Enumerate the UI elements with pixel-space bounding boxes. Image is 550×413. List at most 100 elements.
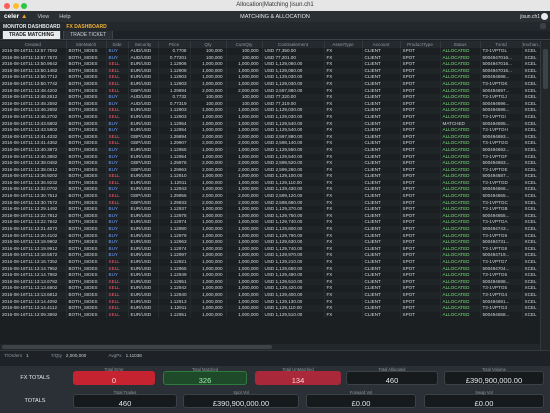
table-cell: T3-1VPTGJ [480,94,523,101]
table-cell: 1.12997 [158,252,191,259]
column-header[interactable]: Side [106,41,129,48]
tab-monitor-dashboard[interactable]: MONITOR DASHBOARD [3,23,61,30]
table-row[interactable]: 2016-08-16T11:13:40.3872 BOTH_SIDES BUY EUR… [0,146,541,154]
table-row[interactable]: 2016-08-16T11:13:13.6802 BOTH_SIDES SELL EU… [0,285,541,292]
vertical-scroll-thumb[interactable] [543,49,548,89]
table-row[interactable]: 2016-08-16T11:13:19.9902 BOTH_SIDES BUY EUR… [0,239,541,246]
table-cell: BUY [106,226,129,233]
menu-view[interactable]: View [37,13,50,20]
table-row[interactable]: 2016-08-16T11:13:29.1492 BOTH_SIDES BUY EUR… [0,206,541,213]
table-row[interactable]: 2016-08-16T11:13:09.3892 BOTH_SIDES SELL EU… [0,311,541,319]
column-header[interactable]: Price [158,41,191,48]
table-row[interactable]: 2016-08-16T11:13:36.9232 BOTH_SIDES SELL EU… [0,179,541,187]
table-row[interactable]: 2016-08-16T11:13:46.2702 BOTH_SIDES SELL EU… [0,113,541,121]
table-row[interactable]: 2016-08-16T11:13:57.7572 BOTH_SIDES BUY AUD… [0,54,541,62]
tab-trade-matching[interactable]: TRADE MATCHING [2,30,62,39]
horizontal-scroll-thumb[interactable] [2,345,272,349]
table-cell: XCEL [522,259,541,266]
vertical-scrollbar[interactable] [540,41,550,350]
column-header[interactable]: Account [362,41,401,48]
table-cell: 1.12949 [158,272,191,279]
lock-icon[interactable] [540,23,546,29]
table-cell: ALLOCATED [440,140,481,147]
table-cell: CLIENT [362,67,401,75]
table-row[interactable]: 2016-08-16T11:13:13.6782 BOTH_SIDES SELL EU… [0,278,541,286]
table-row[interactable]: 2016-08-16T11:13:14.7982 BOTH_SIDES BUY EUR… [0,272,541,279]
table-cell: ALLOCATED [440,193,481,200]
menu-help[interactable]: Help [59,13,71,20]
user-avatar-icon[interactable] [541,13,548,20]
table-cell: CLIENT [362,80,401,88]
table-cell: EUR/USD [128,80,159,88]
table-row[interactable]: 2016-08-16T11:13:43.5802 BOTH_SIDES BUY EUR… [0,120,541,128]
table-cell: XCEL [522,252,541,259]
horizontal-scrollbar[interactable] [0,344,540,350]
table-cell: XCEL [522,173,541,180]
table-row[interactable]: 2016-08-16T11:13:30.7512 BOTH_SIDES SELL GB… [0,193,541,200]
table-row[interactable]: 2016-08-16T11:13:41.4332 BOTH_SIDES SELL GB… [0,133,541,141]
table-row[interactable]: 2016-08-16T11:13:30.7572 BOTH_SIDES SELL GB… [0,199,541,207]
column-header[interactable]: Contraelement [262,41,325,48]
table-row[interactable]: 2016-08-16T11:13:50.7742 BOTH_SIDES SELL EU… [0,80,541,88]
table-cell: 2,000,000 [226,166,263,174]
table-row[interactable]: 2016-08-16T11:13:50.9642 BOTH_SIDES SELL EU… [0,61,541,68]
table-row[interactable]: 2016-08-16T11:13:14.7952 BOTH_SIDES SELL EU… [0,265,541,273]
table-row[interactable]: 2016-08-16T11:13:22.7812 BOTH_SIDES BUY EUR… [0,212,541,220]
table-row[interactable]: 2016-08-16T11:13:38.0482 BOTH_SIDES BUY GBP… [0,160,541,167]
column-header[interactable]: Security [128,41,159,48]
table-row[interactable]: 2016-08-16T11:13:20.4102 BOTH_SIDES BUY EUR… [0,232,541,240]
column-header[interactable]: ProductType [400,41,441,48]
column-header[interactable]: Created [0,41,67,48]
tab-fx-dashboard[interactable]: FX DASHBOARD [66,23,107,30]
table-row[interactable]: 2016-08-16T11:13:14.4112 BOTH_SIDES SELL EU… [0,305,541,312]
table-cell: XCEL [522,107,541,114]
table-body: 2016-08-16T11:13:57.7592 BOTH_SIDES BUY AUD… [0,48,541,319]
table-row[interactable]: 2016-08-16T11:13:32.0702 BOTH_SIDES BUY EUR… [0,186,541,194]
table-cell: 1,000,000 [226,291,263,299]
table-cell: CLIENT [362,186,401,194]
table-row[interactable]: 2016-08-16T11:13:16.7352 BOTH_SIDES SELL EU… [0,259,541,266]
table-row[interactable]: 2016-08-16T11:13:50.1482 BOTH_SIDES SELL EU… [0,67,541,75]
table-row[interactable]: 2016-08-16T11:13:21.4072 BOTH_SIDES BUY EUR… [0,226,541,233]
table-row[interactable]: 2016-08-16T11:13:13.6812 BOTH_SIDES SELL EU… [0,291,541,299]
column-header[interactable]: TxnId [480,41,523,48]
table-cell: CLIENT [362,232,401,240]
table-cell: SPOT [400,87,441,95]
tab-trade-ticket[interactable]: TRADE TICKET [63,30,114,39]
table-cell: CLIENT [362,199,401,207]
table-row[interactable]: 2016-08-16T11:13:18.5572 BOTH_SIDES BUY EUR… [0,252,541,259]
table-row[interactable]: 2016-08-16T11:13:22.7842 BOTH_SIDES BUY EUR… [0,219,541,227]
table-row[interactable]: 2016-08-16T11:13:14.4092 BOTH_SIDES SELL EU… [0,298,541,306]
table-row[interactable]: 2016-08-16T11:13:41.4362 BOTH_SIDES SELL GB… [0,140,541,147]
table-row[interactable]: 2016-08-16T11:13:36.9202 BOTH_SIDES SELL EU… [0,173,541,180]
column-header[interactable]: SiteMatch [66,41,107,48]
table-cell: ALLOCATED [440,291,481,299]
table-row[interactable]: 2016-08-16T11:13:48.4202 BOTH_SIDES SELL GB… [0,87,541,95]
table-cell: BOTH_SIDES [66,80,107,88]
user-name[interactable]: jisun.ch1 [520,13,540,20]
table-row[interactable]: 2016-08-16T11:13:38.0512 BOTH_SIDES BUY GBP… [0,166,541,174]
close-window-icon[interactable] [4,2,10,9]
table-row[interactable]: 2016-08-16T11:13:46.2692 BOTH_SIDES SELL EU… [0,107,541,114]
table-row[interactable]: 2016-08-16T11:13:50.7712 BOTH_SIDES SELL EU… [0,74,541,81]
minimize-window-icon[interactable] [12,2,19,9]
table-cell: FX [324,239,363,246]
table-row[interactable]: 2016-08-16T11:13:48.2612 BOTH_SIDES BUY AUD… [0,94,541,101]
table-cell: SPOT [400,173,441,180]
table-cell: USD 1,129,540.00 [262,120,325,128]
table-row[interactable]: 2016-08-16T11:13:57.7592 BOTH_SIDES BUY AUD… [0,48,541,55]
column-header[interactable]: AssetType [324,41,363,48]
table-cell: SPOT [400,166,441,174]
table-row[interactable]: 2016-08-16T11:13:48.2592 BOTH_SIDES BUY AUD… [0,100,541,108]
table-row[interactable]: 2016-08-16T11:13:40.3882 BOTH_SIDES BUY EUR… [0,153,541,161]
column-header[interactable]: CumQty [226,41,263,48]
table-cell: CLIENT [362,87,401,95]
table-row[interactable]: 2016-08-16T11:13:19.9912 BOTH_SIDES BUY EUR… [0,245,541,253]
column-header[interactable]: Status [440,41,481,48]
table-cell: USD 1,129,370.00 [262,206,325,213]
table-row[interactable]: 2016-08-16T11:13:43.5802 BOTH_SIDES BUY EUR… [0,127,541,134]
column-header[interactable]: Qty [190,41,227,48]
table-cell: 500494665... [480,193,523,200]
zoom-window-icon[interactable] [21,2,27,9]
column-header[interactable]: Exchan... [522,41,541,48]
